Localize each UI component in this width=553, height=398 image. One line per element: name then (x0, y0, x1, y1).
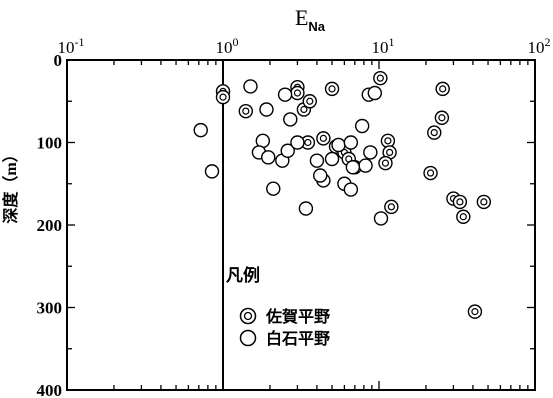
legend-entry-saga: 佐賀平野 (239, 307, 330, 326)
data-point-circle (367, 85, 383, 101)
data-point-double-circle (384, 199, 399, 215)
legend: 凡例 佐賀平野 白石平野 (226, 265, 330, 348)
data-point-double-circle (427, 125, 442, 140)
data-point-double-circle (476, 194, 492, 210)
data-point-circle (204, 164, 220, 179)
x-tick-label: 10-1 (58, 35, 85, 57)
x-axis-ticks (113, 60, 529, 390)
data-point-circle (280, 143, 295, 158)
data-point-circle (313, 168, 328, 183)
data-point-inner-ring (426, 169, 435, 177)
data-point-circle (373, 211, 389, 226)
data-point-double-circle (380, 133, 396, 149)
data-point-inner-ring (480, 198, 488, 206)
data-points (193, 70, 492, 319)
data-point-circle (331, 137, 346, 153)
data-point-circle (309, 153, 325, 168)
data-point-inner-ring (384, 137, 392, 145)
legend-double-circle-inner (243, 311, 253, 321)
y-tick-label: 300 (37, 299, 63, 318)
data-point-double-circle (434, 110, 450, 125)
data-point-circle (358, 158, 373, 173)
data-point-double-circle (423, 165, 438, 181)
data-point-inner-ring (439, 85, 447, 93)
data-point-circle (243, 79, 258, 94)
legend-label-shiroishi: 白石平野 (266, 329, 330, 348)
data-point-circle (343, 182, 359, 197)
chart-title: ENa (295, 5, 326, 34)
y-tick-label: 400 (37, 381, 63, 398)
y-tick-label: 200 (37, 216, 63, 235)
data-point-double-circle (290, 85, 305, 101)
x-tick-label: 101 (372, 35, 395, 57)
legend-title: 凡例 (226, 265, 260, 286)
data-point-inner-ring (456, 198, 464, 206)
data-point-inner-ring (242, 107, 250, 115)
data-point-inner-ring (219, 93, 227, 101)
data-point-circle (277, 87, 293, 102)
data-point-circle (193, 122, 208, 138)
data-point-double-circle (373, 70, 388, 86)
data-point-inner-ring (304, 138, 312, 147)
data-point-circle (354, 118, 370, 134)
y-tick-label: 100 (37, 134, 63, 153)
data-point-double-circle (316, 131, 331, 146)
y-axis-tick-labels: 0 100 200 300 400 (37, 51, 63, 398)
y-axis-ticks (67, 59, 535, 391)
data-point-circle (324, 151, 340, 167)
legend-entry-shiroishi: 白石平野 (239, 329, 330, 348)
data-point-inner-ring (430, 129, 438, 137)
data-point-circle (259, 102, 274, 117)
data-point-inner-ring (376, 74, 384, 82)
data-point-circle (261, 150, 276, 165)
data-point-circle (298, 201, 314, 216)
data-point-inner-ring (459, 213, 467, 221)
data-point-circle (343, 135, 359, 150)
data-point-double-circle (302, 94, 317, 109)
data-point-inner-ring (328, 85, 336, 93)
data-point-double-circle (452, 194, 468, 210)
data-point-circle (345, 160, 361, 175)
data-point-double-circle (456, 209, 471, 224)
data-point-inner-ring (293, 89, 302, 97)
data-point-inner-ring (438, 114, 446, 122)
data-point-circle (363, 145, 378, 160)
data-point-double-circle (435, 81, 450, 97)
legend-circle-marker (239, 329, 257, 347)
data-point-circle (283, 112, 298, 127)
data-point-inner-ring (387, 203, 395, 211)
data-point-inner-ring (386, 148, 394, 156)
data-point-double-circle (378, 155, 393, 171)
x-axis-tick-labels: 10-1 100 101 102 (58, 35, 551, 57)
data-point-double-circle (324, 81, 340, 97)
data-point-inner-ring (306, 97, 314, 105)
x-tick-label: 102 (528, 35, 551, 57)
data-point-double-circle (238, 103, 253, 119)
legend-label-saga: 佐賀平野 (265, 307, 330, 326)
y-axis-label: 深度（m） (1, 146, 20, 223)
x-tick-label: 100 (216, 35, 239, 57)
data-point-inner-ring (319, 134, 327, 142)
data-point-inner-ring (471, 308, 479, 316)
data-point-double-circle (215, 89, 231, 105)
data-point-circle (266, 181, 281, 196)
y-tick-label: 0 (54, 51, 63, 70)
data-point-inner-ring (381, 159, 390, 167)
data-point-circle (290, 135, 305, 150)
data-point-double-circle (467, 304, 483, 319)
data-point-inner-ring (300, 105, 308, 114)
